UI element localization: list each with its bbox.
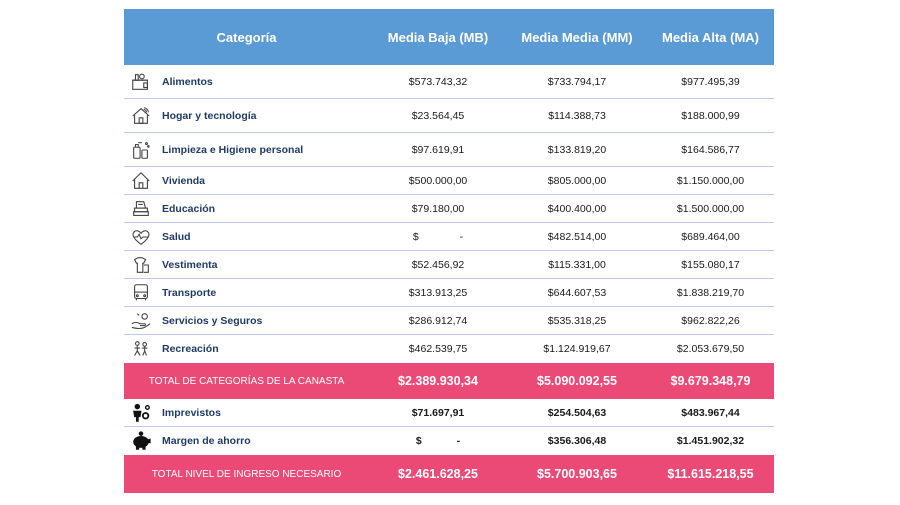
header-mb: Media Baja (MB) xyxy=(387,29,489,45)
value-ma: $1.451.902,32 xyxy=(676,435,745,447)
table-row: Transporte $313.913,25 $644.607,53 $1.83… xyxy=(124,279,774,307)
category-label: Servicios y Seguros xyxy=(162,314,263,327)
total-canasta-mm: $5.090.092,55 xyxy=(537,374,617,388)
bus-icon xyxy=(128,281,154,305)
category-label: Limpieza e Higiene personal xyxy=(162,143,304,156)
total-ingreso-label: TOTAL NIVEL DE INGRESO NECESARIO xyxy=(151,468,342,480)
value-mb: $79.180,00 xyxy=(411,202,465,215)
value-ma: $1.838.219,70 xyxy=(676,286,745,299)
category-label: Hogar y tecnología xyxy=(162,109,257,122)
table-row: Recreación $462.539,75 $1.124.919,67 $2.… xyxy=(124,335,774,363)
category-label: Margen de ahorro xyxy=(162,435,251,447)
value-mm: $733.794,17 xyxy=(547,75,607,88)
category-label: Transporte xyxy=(162,286,217,299)
total-ingreso-ma: $11.615.218,55 xyxy=(667,467,754,481)
value-mm: $133.819,20 xyxy=(547,143,607,156)
recreation-icon xyxy=(128,337,154,361)
table-row: Hogar y tecnología $23.564,45 $114.388,7… xyxy=(124,99,774,133)
table-row: Imprevistos $71.697,91 $254.504,63 $483.… xyxy=(124,399,774,427)
clothes-icon xyxy=(128,253,154,277)
category-label: Vivienda xyxy=(162,174,205,187)
value-mm: $114.388,73 xyxy=(548,109,606,122)
total-ingreso-row: TOTAL NIVEL DE INGRESO NECESARIO $2.461.… xyxy=(124,455,774,493)
income-table: Categoría Media Baja (MB) Media Media (M… xyxy=(124,9,774,495)
table-row: Salud $ - $482.514,00 $689.464,00 xyxy=(124,223,774,251)
house-icon xyxy=(128,169,154,193)
category-label: Educación xyxy=(162,202,216,215)
value-ma: $1.500.000,00 xyxy=(676,202,745,215)
total-canasta-mb: $2.389.930,34 xyxy=(398,374,478,388)
total-canasta-ma: $9.679.348,79 xyxy=(670,374,751,388)
value-mb: $ - xyxy=(415,435,461,447)
value-mm: $1.124.919,67 xyxy=(543,343,611,355)
table-row: Vivienda $500.000,00 $805.000,00 $1.150.… xyxy=(124,167,774,195)
total-ingreso-mm: $5.700.903,65 xyxy=(537,467,617,481)
hand-service-icon xyxy=(128,309,154,333)
value-mb: $313.913,25 xyxy=(408,286,468,299)
cleaning-icon xyxy=(128,138,154,162)
table-row: Educación $79.180,00 $400.400,00 $1.500.… xyxy=(124,195,774,223)
value-ma: $483.967,44 xyxy=(681,406,740,419)
value-ma: $689.464,00 xyxy=(681,230,740,243)
smart-home-icon xyxy=(128,104,154,128)
value-mb: $97.619,91 xyxy=(411,143,465,156)
table-header: Categoría Media Baja (MB) Media Media (M… xyxy=(124,9,774,65)
value-mm: $400.400,00 xyxy=(547,202,607,215)
table-row: Alimentos $573.743,32 $733.794,17 $977.4… xyxy=(124,65,774,99)
total-ingreso-mb: $2.461.628,25 xyxy=(398,467,478,481)
person-gear-icon xyxy=(128,401,154,425)
value-mb: $ - xyxy=(412,230,464,243)
header-ma: Media Alta (MA) xyxy=(661,29,760,45)
value-mb: $462.539,75 xyxy=(408,343,468,355)
value-ma: $1.150.000,00 xyxy=(676,174,745,187)
value-mm: $805.000,00 xyxy=(547,174,607,187)
heart-pulse-icon xyxy=(128,225,154,249)
value-mb: $23.564,45 xyxy=(411,109,465,122)
basket-icon xyxy=(128,70,154,94)
value-ma: $977.495,39 xyxy=(681,75,740,88)
total-canasta-row: TOTAL DE CATEGORÍAS DE LA CANASTA $2.389… xyxy=(124,363,774,399)
value-mb: $52.456,92 xyxy=(411,258,465,271)
value-mm: $356.306,48 xyxy=(547,435,607,447)
value-ma: $188.000,99 xyxy=(681,109,740,122)
value-mb: $286.912,74 xyxy=(408,314,468,327)
category-label: Salud xyxy=(162,230,191,243)
value-ma: $962.822,26 xyxy=(681,314,740,327)
value-mm: $115.331,00 xyxy=(548,258,606,271)
category-label: Recreación xyxy=(162,343,219,355)
table-row: Vestimenta $52.456,92 $115.331,00 $155.0… xyxy=(124,251,774,279)
total-canasta-label: TOTAL DE CATEGORÍAS DE LA CANASTA xyxy=(148,375,345,387)
value-mm: $254.504,63 xyxy=(547,406,607,419)
value-ma: $155.080,17 xyxy=(681,258,740,271)
header-mm: Media Media (MM) xyxy=(521,29,633,45)
category-label: Imprevistos xyxy=(162,406,221,419)
value-mm: $535.318,25 xyxy=(547,314,607,327)
header-categoria: Categoría xyxy=(216,29,277,45)
value-mm: $644.607,53 xyxy=(547,286,607,299)
value-ma: $2.053.679,50 xyxy=(676,343,745,355)
category-label: Alimentos xyxy=(162,75,213,88)
value-mb: $71.697,91 xyxy=(411,406,465,419)
table-row: Servicios y Seguros $286.912,74 $535.318… xyxy=(124,307,774,335)
value-ma: $164.586,77 xyxy=(681,143,740,156)
books-icon xyxy=(128,197,154,221)
piggy-bank-icon xyxy=(128,429,154,453)
table-row: Limpieza e Higiene personal $97.619,91 $… xyxy=(124,133,774,167)
value-mb: $500.000,00 xyxy=(408,174,468,187)
category-label: Vestimenta xyxy=(162,258,218,271)
table-row: Margen de ahorro $ - $356.306,48 $1.451.… xyxy=(124,427,774,455)
value-mm: $482.514,00 xyxy=(547,230,607,243)
value-mb: $573.743,32 xyxy=(408,75,468,88)
